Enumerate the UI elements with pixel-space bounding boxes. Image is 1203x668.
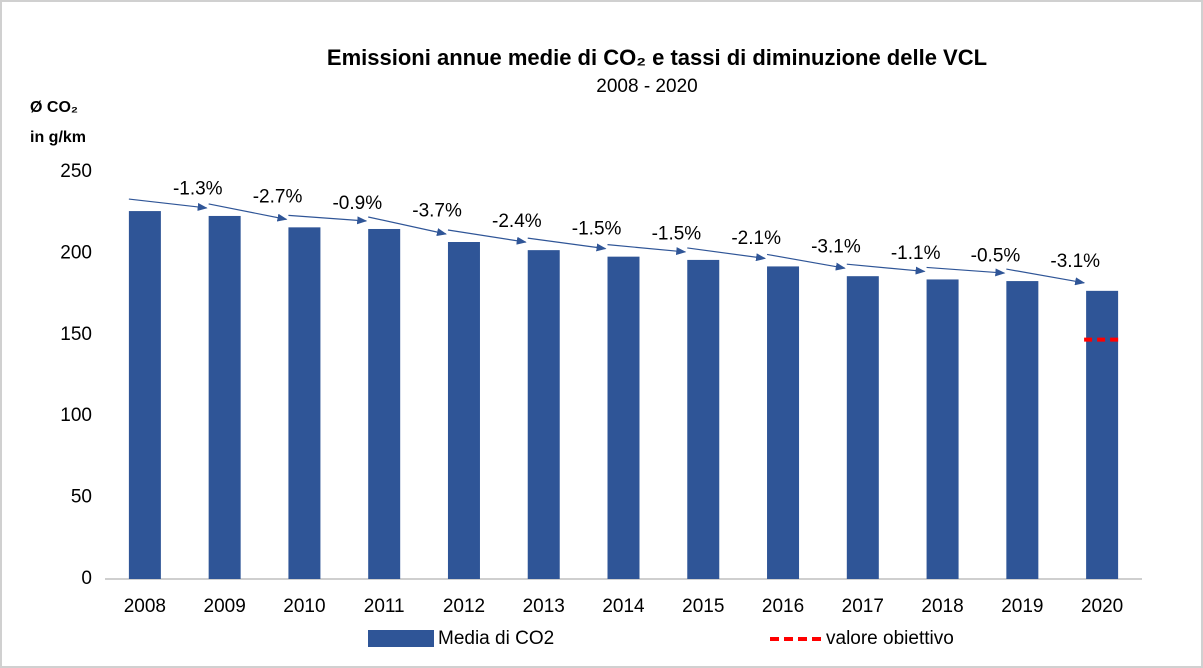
rate-arrow [766,253,846,271]
rate-arrow [527,237,607,252]
rate-arrow [1006,268,1086,286]
bar [926,279,959,579]
bar [288,227,321,580]
rate-label: -2.4% [492,211,542,232]
rate-arrow [288,214,368,225]
x-tick-label: 2015 [682,596,724,617]
rate-label: -3.7% [412,201,462,222]
bar [607,256,640,579]
y-tick-label: 200 [60,242,92,263]
x-tick-label: 2019 [1001,596,1043,617]
rate-arrow [607,244,687,256]
rate-arrow [368,216,447,236]
bar [368,228,401,580]
bar [767,266,800,579]
bar [208,215,241,579]
rate-label: -2.7% [253,187,303,208]
x-tick-label: 2014 [602,596,645,617]
x-tick-label: 2013 [523,596,565,617]
y-axis-label: Ø CO₂ [30,99,78,116]
rate-arrow [447,229,527,245]
rate-label: -3.1% [1050,251,1100,272]
rate-label: -3.1% [811,236,861,257]
y-axis-label: in g/km [30,129,86,146]
rate-label: -1.5% [572,218,622,239]
rate-arrow [926,266,1006,277]
bar [846,276,879,579]
rate-label: -1.5% [652,223,702,244]
rate-arrow [846,263,926,275]
y-tick-label: 250 [60,161,92,182]
bar [128,211,161,579]
x-tick-label: 2016 [762,596,804,617]
chart-title: Emissioni annue medie di CO₂ e tassi di … [327,45,987,70]
rate-label: -0.5% [971,245,1021,266]
y-tick-label: 50 [71,487,92,508]
legend-label: valore obiettivo [826,628,954,649]
rate-arrow [208,203,288,222]
x-tick-label: 2011 [364,596,405,617]
legend-label: Media di CO2 [438,628,554,649]
y-tick-label: 100 [60,405,92,426]
rate-label: -0.9% [332,193,382,214]
rate-label: -2.1% [731,228,781,249]
bar [527,250,560,580]
legend-swatch [368,630,434,647]
chart-subtitle: 2008 - 2020 [596,76,697,97]
bar [1086,290,1119,579]
x-tick-label: 2018 [921,596,963,617]
x-tick-label: 2012 [443,596,485,617]
x-tick-label: 2017 [842,596,884,617]
rate-arrow [128,198,208,211]
bar [687,259,720,579]
y-tick-label: 150 [60,324,92,345]
rate-arrow [687,247,767,262]
rate-label: -1.1% [891,243,941,264]
x-tick-label: 2010 [283,596,325,617]
rate-label: -1.3% [173,179,223,200]
bar [1006,281,1039,579]
bar [447,242,480,579]
x-tick-label: 2008 [124,596,166,617]
x-tick-label: 2009 [204,596,246,617]
x-tick-label: 2020 [1081,596,1123,617]
y-tick-label: 0 [81,568,92,589]
